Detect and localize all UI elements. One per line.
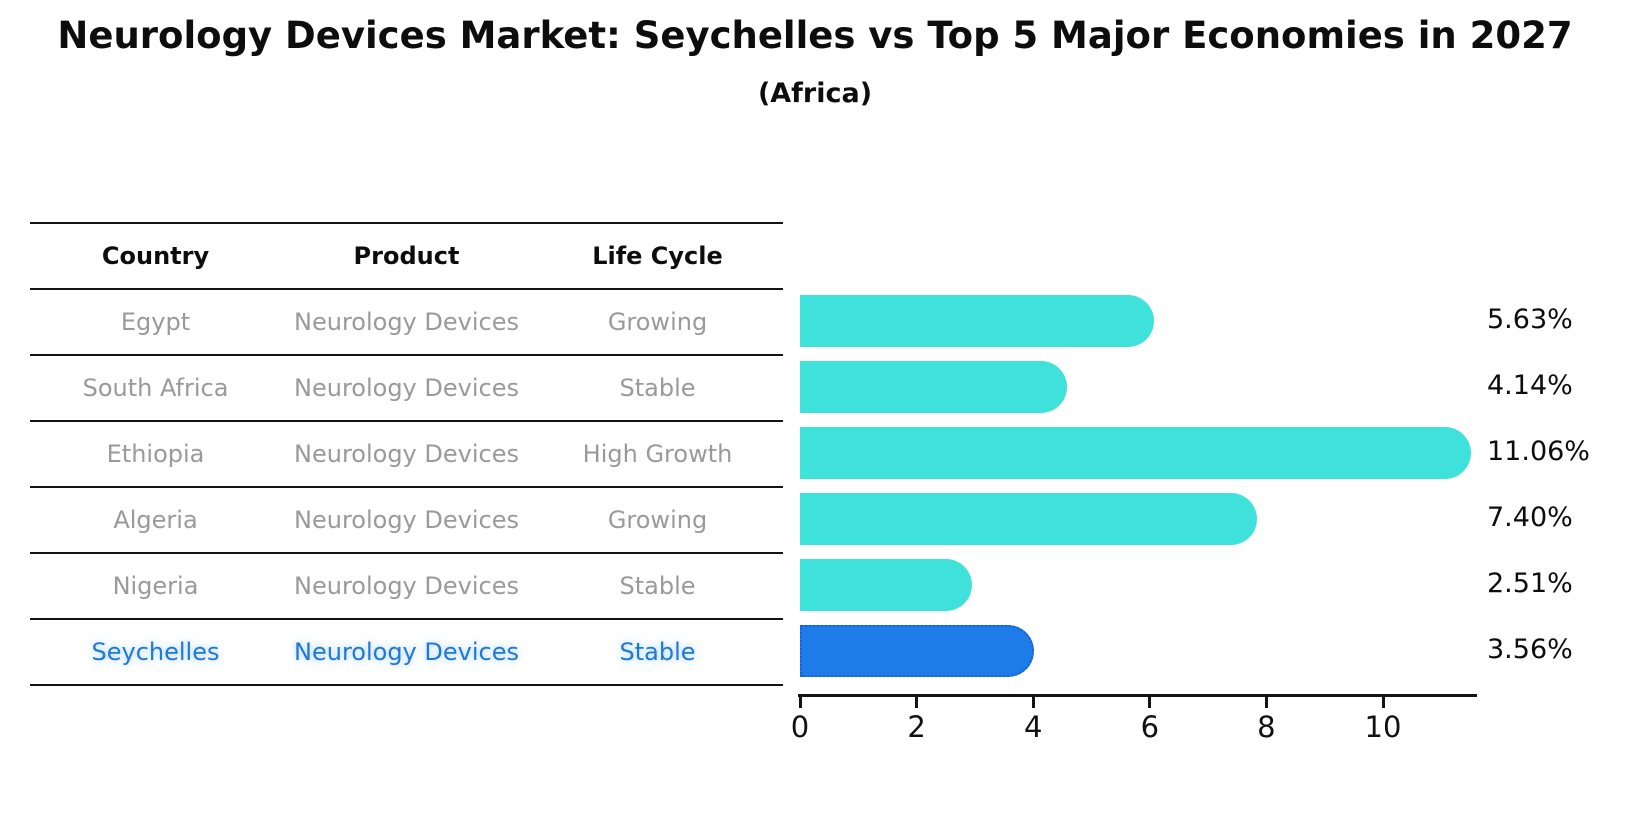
- x-axis-tick: [915, 697, 919, 708]
- cell-product: Neurology Devices: [294, 308, 519, 336]
- table-row-ethiopia: Ethiopia Neurology Devices High Growth: [30, 420, 783, 486]
- cell-life-cycle: Stable: [619, 572, 696, 600]
- cell-country: Algeria: [113, 506, 198, 534]
- x-axis-tick-label: 8: [1257, 710, 1276, 744]
- x-axis-tick-label: 2: [907, 710, 926, 744]
- cell-life-cycle: Stable: [619, 638, 696, 666]
- x-axis-tick-label: 6: [1140, 710, 1160, 744]
- cell-life-cycle: Growing: [607, 506, 708, 534]
- comparison-table: Country Product Life Cycle Egypt Neurolo…: [30, 222, 783, 686]
- column-header-product: Product: [353, 242, 460, 270]
- cell-product: Neurology Devices: [294, 506, 519, 534]
- cell-life-cycle: High Growth: [582, 440, 733, 468]
- x-axis-tick: [1264, 697, 1268, 708]
- cell-product: Neurology Devices: [294, 440, 519, 468]
- table-row-algeria: Algeria Neurology Devices Growing: [30, 486, 783, 552]
- bar-seychelles: [800, 625, 1034, 677]
- bar-value-label: 11.06%: [1487, 436, 1590, 467]
- bar-value-label: 5.63%: [1487, 304, 1573, 335]
- cell-country: Egypt: [120, 308, 191, 336]
- x-axis-tick-label: 4: [1023, 710, 1043, 744]
- page-subtitle: (Africa): [757, 78, 873, 109]
- cell-life-cycle: Stable: [619, 374, 696, 402]
- cell-country: Nigeria: [112, 572, 199, 600]
- bar-nigeria: [800, 559, 973, 611]
- bar-value-label: 4.14%: [1487, 370, 1573, 401]
- bar-egypt: [800, 295, 1155, 347]
- cell-product: Neurology Devices: [294, 374, 519, 402]
- bar-value-label: 7.40%: [1487, 502, 1573, 533]
- column-header-life-cycle: Life Cycle: [592, 242, 723, 270]
- cell-country: South Africa: [82, 374, 229, 402]
- table-row-seychelles: Seychelles Neurology Devices Stable: [30, 618, 783, 684]
- cell-country: Ethiopia: [106, 440, 205, 468]
- table-row-south-africa: South Africa Neurology Devices Stable: [30, 354, 783, 420]
- column-header-country: Country: [101, 242, 210, 270]
- bar-value-label: 3.56%: [1487, 634, 1573, 665]
- table-row-egypt: Egypt Neurology Devices Growing: [30, 288, 783, 354]
- x-axis-tick: [798, 697, 802, 708]
- bar-value-label: 2.51%: [1487, 568, 1573, 599]
- cell-life-cycle: Growing: [607, 308, 708, 336]
- bar-algeria: [800, 493, 1258, 545]
- cell-product: Neurology Devices: [294, 572, 519, 600]
- cell-country: Seychelles: [91, 638, 220, 666]
- x-axis-tick: [1148, 697, 1152, 708]
- table-row-nigeria: Nigeria Neurology Devices Stable: [30, 552, 783, 618]
- bar-ethiopia: [800, 427, 1471, 479]
- cell-product: Neurology Devices: [294, 638, 519, 666]
- x-axis-tick: [1381, 697, 1385, 708]
- x-axis-tick: [1031, 697, 1035, 708]
- bar-south-africa: [800, 361, 1068, 413]
- x-axis-tick-label: 0: [790, 710, 810, 744]
- table-header-row: Country Product Life Cycle: [30, 222, 783, 288]
- x-axis-line: [798, 694, 1477, 697]
- page-title: Neurology Devices Market: Seychelles vs …: [57, 14, 1573, 57]
- x-axis-tick-label: 10: [1364, 710, 1402, 744]
